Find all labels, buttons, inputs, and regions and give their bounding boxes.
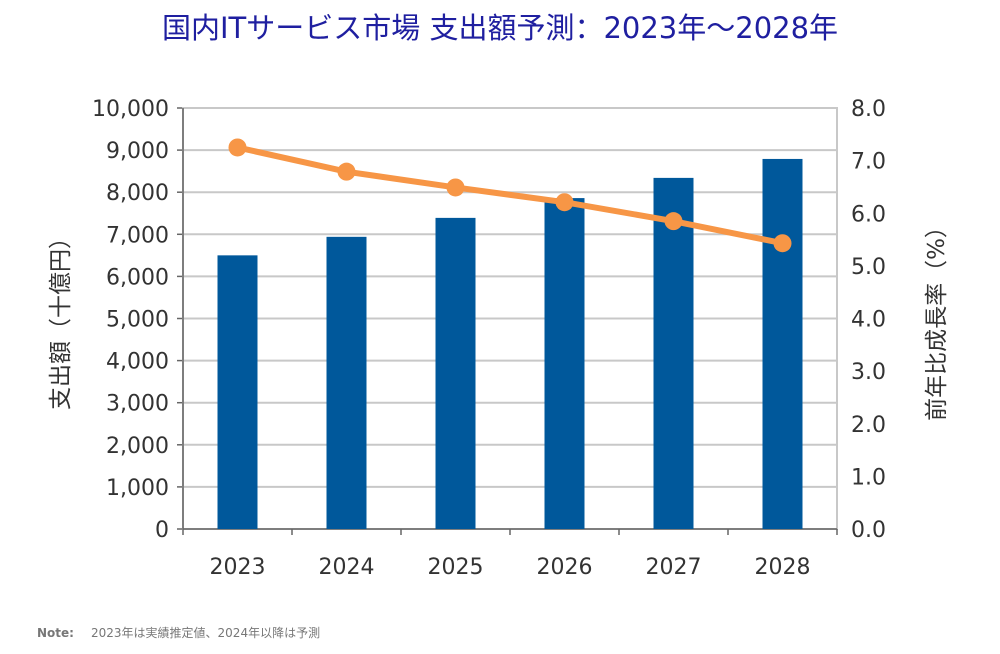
- x-tick-label: 2026: [537, 555, 593, 580]
- y2-tick-label: 0.0: [851, 518, 886, 543]
- y-tick-label: 8,000: [106, 181, 169, 206]
- y2-tick-label: 5.0: [851, 255, 886, 280]
- note-label: Note:: [37, 626, 74, 640]
- y-tick-label: 0: [155, 518, 169, 543]
- y-tick-label: 4,000: [106, 350, 169, 375]
- x-axis-ticks: 2023 2024 2025 2026 2027 2028: [210, 555, 811, 580]
- growth-point-2026: [555, 193, 574, 212]
- y-tick-label: 3,000: [106, 392, 169, 417]
- bar-2024: [326, 236, 367, 530]
- y-axis-label: 支出額（十億円）: [48, 226, 74, 410]
- y-tick-label: 6,000: [106, 265, 169, 290]
- growth-point-2027: [664, 212, 683, 231]
- x-tick-label: 2025: [428, 555, 484, 580]
- y-tick-label: 10,000: [92, 97, 169, 122]
- y-tick-label: 9,000: [106, 139, 169, 164]
- y-tick-label: 1,000: [106, 476, 169, 501]
- y2-tick-label: 7.0: [851, 150, 886, 175]
- y2-tick-label: 4.0: [851, 308, 886, 333]
- growth-point-2028: [773, 234, 792, 253]
- y2-tick-label: 1.0: [851, 465, 886, 490]
- bar-2026: [544, 198, 585, 529]
- x-tick-label: 2023: [210, 555, 266, 580]
- chart-title: 国内ITサービス市場 支出額予測：2023年～2028年: [162, 11, 838, 45]
- y-tick-label: 2,000: [106, 434, 169, 459]
- y2-axis-ticks: 0.0 1.0 2.0 3.0 4.0 5.0 6.0 7.0 8.0: [851, 97, 886, 543]
- growth-point-2023: [228, 138, 247, 157]
- growth-line: [228, 138, 792, 253]
- x-tick-label: 2028: [755, 555, 811, 580]
- y2-tick-label: 3.0: [851, 360, 886, 385]
- x-tick-label: 2024: [319, 555, 375, 580]
- y2-axis-label: 前年比成長率（%）: [924, 215, 950, 421]
- bar-2025: [435, 217, 476, 530]
- bar-2023: [217, 255, 258, 529]
- growth-point-2024: [337, 162, 356, 181]
- y2-tick-label: 8.0: [851, 97, 886, 122]
- bar-2027: [653, 177, 694, 530]
- note-text: 2023年は実績推定値、2024年以降は予測: [91, 625, 320, 640]
- x-tick-label: 2027: [646, 555, 702, 580]
- bar-2028: [762, 158, 803, 530]
- growth-point-2025: [446, 178, 465, 197]
- bars: [217, 158, 803, 530]
- y2-tick-label: 6.0: [851, 202, 886, 227]
- y2-tick-label: 2.0: [851, 413, 886, 438]
- growth-line-path: [236, 144, 784, 247]
- y-tick-label: 5,000: [106, 308, 169, 333]
- y-tick-label: 7,000: [106, 223, 169, 248]
- grid: [177, 107, 838, 535]
- y-axis-ticks: 0 1,000 2,000 3,000 4,000 5,000 6,000 7,000 8,00…: [92, 97, 169, 543]
